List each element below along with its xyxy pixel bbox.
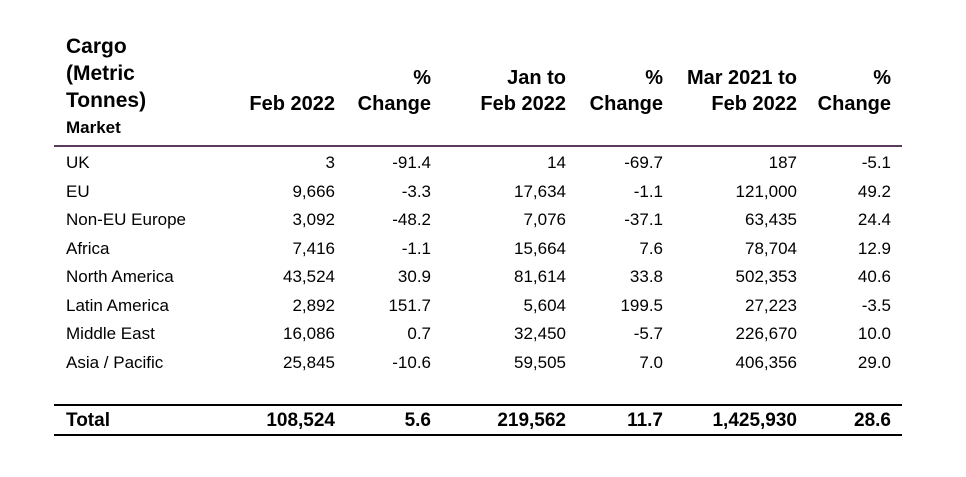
column-header-pct-change-month: % Change [358,65,431,117]
header-line: % [645,67,663,89]
value-cell: 406,356 [735,353,797,372]
value-cell: -5.1 [861,153,891,172]
total-value: 1,425,930 [712,410,797,431]
value-cell: -37.1 [624,210,663,229]
column-header-jan-to-feb-2022: Jan to Feb 2022 [480,65,566,117]
market-cell: UK [66,153,90,172]
column-header-pct-change-rolling: % Change [818,65,891,117]
table-row: Asia / Pacific 25,845 -10.6 59,505 7.0 4… [0,349,966,377]
value-cell: 59,505 [514,353,566,372]
value-cell: 27,223 [745,296,797,315]
value-cell: 9,666 [292,182,335,201]
market-cell: Middle East [66,324,155,343]
value-cell: 187 [768,153,797,172]
value-cell: 0.7 [407,324,431,343]
value-cell: -10.6 [392,353,431,372]
market-cell: Africa [66,239,110,258]
value-cell: 29.0 [857,353,891,372]
value-cell: 12.9 [857,239,891,258]
table-row: Non-EU Europe 3,092 -48.2 7,076 -37.1 63… [0,206,966,234]
header-line: Feb 2022 [480,93,566,115]
table-row: North America 43,524 30.9 81,614 33.8 50… [0,263,966,291]
market-cell: North America [66,267,174,286]
total-top-rule [54,404,902,406]
value-cell: 14 [547,153,566,172]
total-value: 219,562 [497,410,566,431]
total-label: Total [66,410,110,431]
value-cell: 199.5 [620,296,663,315]
value-cell: 5,604 [523,296,566,315]
header-line: Feb 2022 [711,93,797,115]
total-value: 108,524 [266,410,335,431]
value-cell: -48.2 [392,210,431,229]
total-row: Total 108,524 5.6 219,562 11.7 1,425,930… [0,407,966,435]
title-line: Tonnes) [66,89,147,112]
value-cell: 2,892 [292,296,335,315]
total-value: 11.7 [627,410,663,431]
value-cell: -1.1 [401,239,431,258]
value-cell: 33.8 [629,267,663,286]
value-cell: 25,845 [283,353,335,372]
value-cell: 78,704 [745,239,797,258]
value-cell: -91.4 [392,153,431,172]
total-bottom-rule [54,434,902,436]
title-line: Cargo [66,35,127,58]
total-value: 28.6 [854,410,891,431]
value-cell: 226,670 [735,324,797,343]
value-cell: 81,614 [514,267,566,286]
value-cell: -69.7 [624,153,663,172]
column-header-feb-2022: Feb 2022 [249,91,335,117]
market-cell: Non-EU Europe [66,210,187,229]
value-cell: 3,092 [292,210,335,229]
table-row: Latin America 2,892 151.7 5,604 199.5 27… [0,292,966,320]
value-cell: 502,353 [735,267,797,286]
header-line: Mar 2021 to [686,67,797,89]
market-cell: Asia / Pacific [66,353,164,372]
value-cell: 121,000 [735,182,797,201]
title-line: (Metric [66,62,135,85]
market-cell: EU [66,182,90,201]
header-line: Change [817,93,891,115]
header-line: % [413,67,431,89]
total-value: 5.6 [404,410,431,431]
value-cell: 49.2 [857,182,891,201]
table-row: EU 9,666 -3.3 17,634 -1.1 121,000 49.2 [0,178,966,206]
value-cell: 17,634 [514,182,566,201]
table-row: Africa 7,416 -1.1 15,664 7.6 78,704 12.9 [0,235,966,263]
value-cell: -5.7 [633,324,663,343]
value-cell: 32,450 [514,324,566,343]
header-line: % [873,67,891,89]
value-cell: 7.6 [639,239,663,258]
value-cell: -3.3 [401,182,431,201]
value-cell: 10.0 [857,324,891,343]
value-cell: 7,076 [523,210,566,229]
value-cell: 3 [325,153,335,172]
value-cell: 7,416 [292,239,335,258]
header-divider [54,145,902,147]
value-cell: -3.5 [861,296,891,315]
header-line: Jan to [507,67,566,89]
table-row: Middle East 16,086 0.7 32,450 -5.7 226,6… [0,320,966,348]
value-cell: 63,435 [745,210,797,229]
value-cell: 24.4 [857,210,891,229]
value-cell: 40.6 [857,267,891,286]
value-cell: 151.7 [388,296,431,315]
value-cell: 16,086 [283,324,335,343]
table-title: Cargo (Metric Tonnes) Market [66,33,216,139]
table-row: UK 3 -91.4 14 -69.7 187 -5.1 [0,149,966,177]
column-header-pct-change-ytd: % Change [590,65,663,117]
market-column-header: Market [66,118,121,137]
column-header-mar-2021-to-feb-2022: Mar 2021 to Feb 2022 [687,65,797,117]
value-cell: 30.9 [397,267,431,286]
header-line: Change [589,93,663,115]
header-line: Change [357,93,431,115]
value-cell: 43,524 [283,267,335,286]
value-cell: -1.1 [633,182,663,201]
value-cell: 7.0 [639,353,663,372]
header-line: Feb 2022 [249,93,335,115]
market-cell: Latin America [66,296,169,315]
value-cell: 15,664 [514,239,566,258]
